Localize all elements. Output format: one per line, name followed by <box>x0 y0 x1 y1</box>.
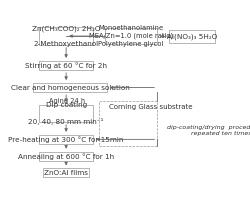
Text: Corning Glass substrate: Corning Glass substrate <box>109 104 192 109</box>
FancyBboxPatch shape <box>43 168 90 177</box>
Text: Aging 24 h: Aging 24 h <box>49 98 85 104</box>
FancyBboxPatch shape <box>39 105 93 122</box>
FancyBboxPatch shape <box>169 30 215 43</box>
Text: Pre-heating at 300 °C for 15min: Pre-heating at 300 °C for 15min <box>8 136 124 143</box>
Text: Zn(CH₃COO)₂ 2H₂O

2-Methoxyethanol: Zn(CH₃COO)₂ 2H₂O 2-Methoxyethanol <box>32 25 100 47</box>
Text: Clear and homogeneous solution: Clear and homogeneous solution <box>10 84 130 90</box>
Text: ZnO:Al films: ZnO:Al films <box>44 169 88 176</box>
Text: Stirring at 60 °C for 2h: Stirring at 60 °C for 2h <box>25 62 107 69</box>
FancyBboxPatch shape <box>33 83 107 92</box>
FancyBboxPatch shape <box>39 61 93 70</box>
FancyBboxPatch shape <box>39 152 93 161</box>
FancyBboxPatch shape <box>105 28 157 44</box>
Text: Al(NO₃)₃ 5H₂O: Al(NO₃)₃ 5H₂O <box>167 33 217 40</box>
FancyBboxPatch shape <box>39 27 93 45</box>
Text: Dip coating

20, 40, 80 mm min⁻¹: Dip coating 20, 40, 80 mm min⁻¹ <box>28 102 104 125</box>
FancyBboxPatch shape <box>39 135 93 144</box>
Text: Monoethanolamine
MEA/Zn=1.0 (mole ratio)
Polyethylene glycol: Monoethanolamine MEA/Zn=1.0 (mole ratio)… <box>89 25 173 47</box>
Text: Annealing at 600 °C for 1h: Annealing at 600 °C for 1h <box>18 153 114 160</box>
Text: dip-coating/drying  procedure was
repeated ten times: dip-coating/drying procedure was repeate… <box>167 125 250 136</box>
